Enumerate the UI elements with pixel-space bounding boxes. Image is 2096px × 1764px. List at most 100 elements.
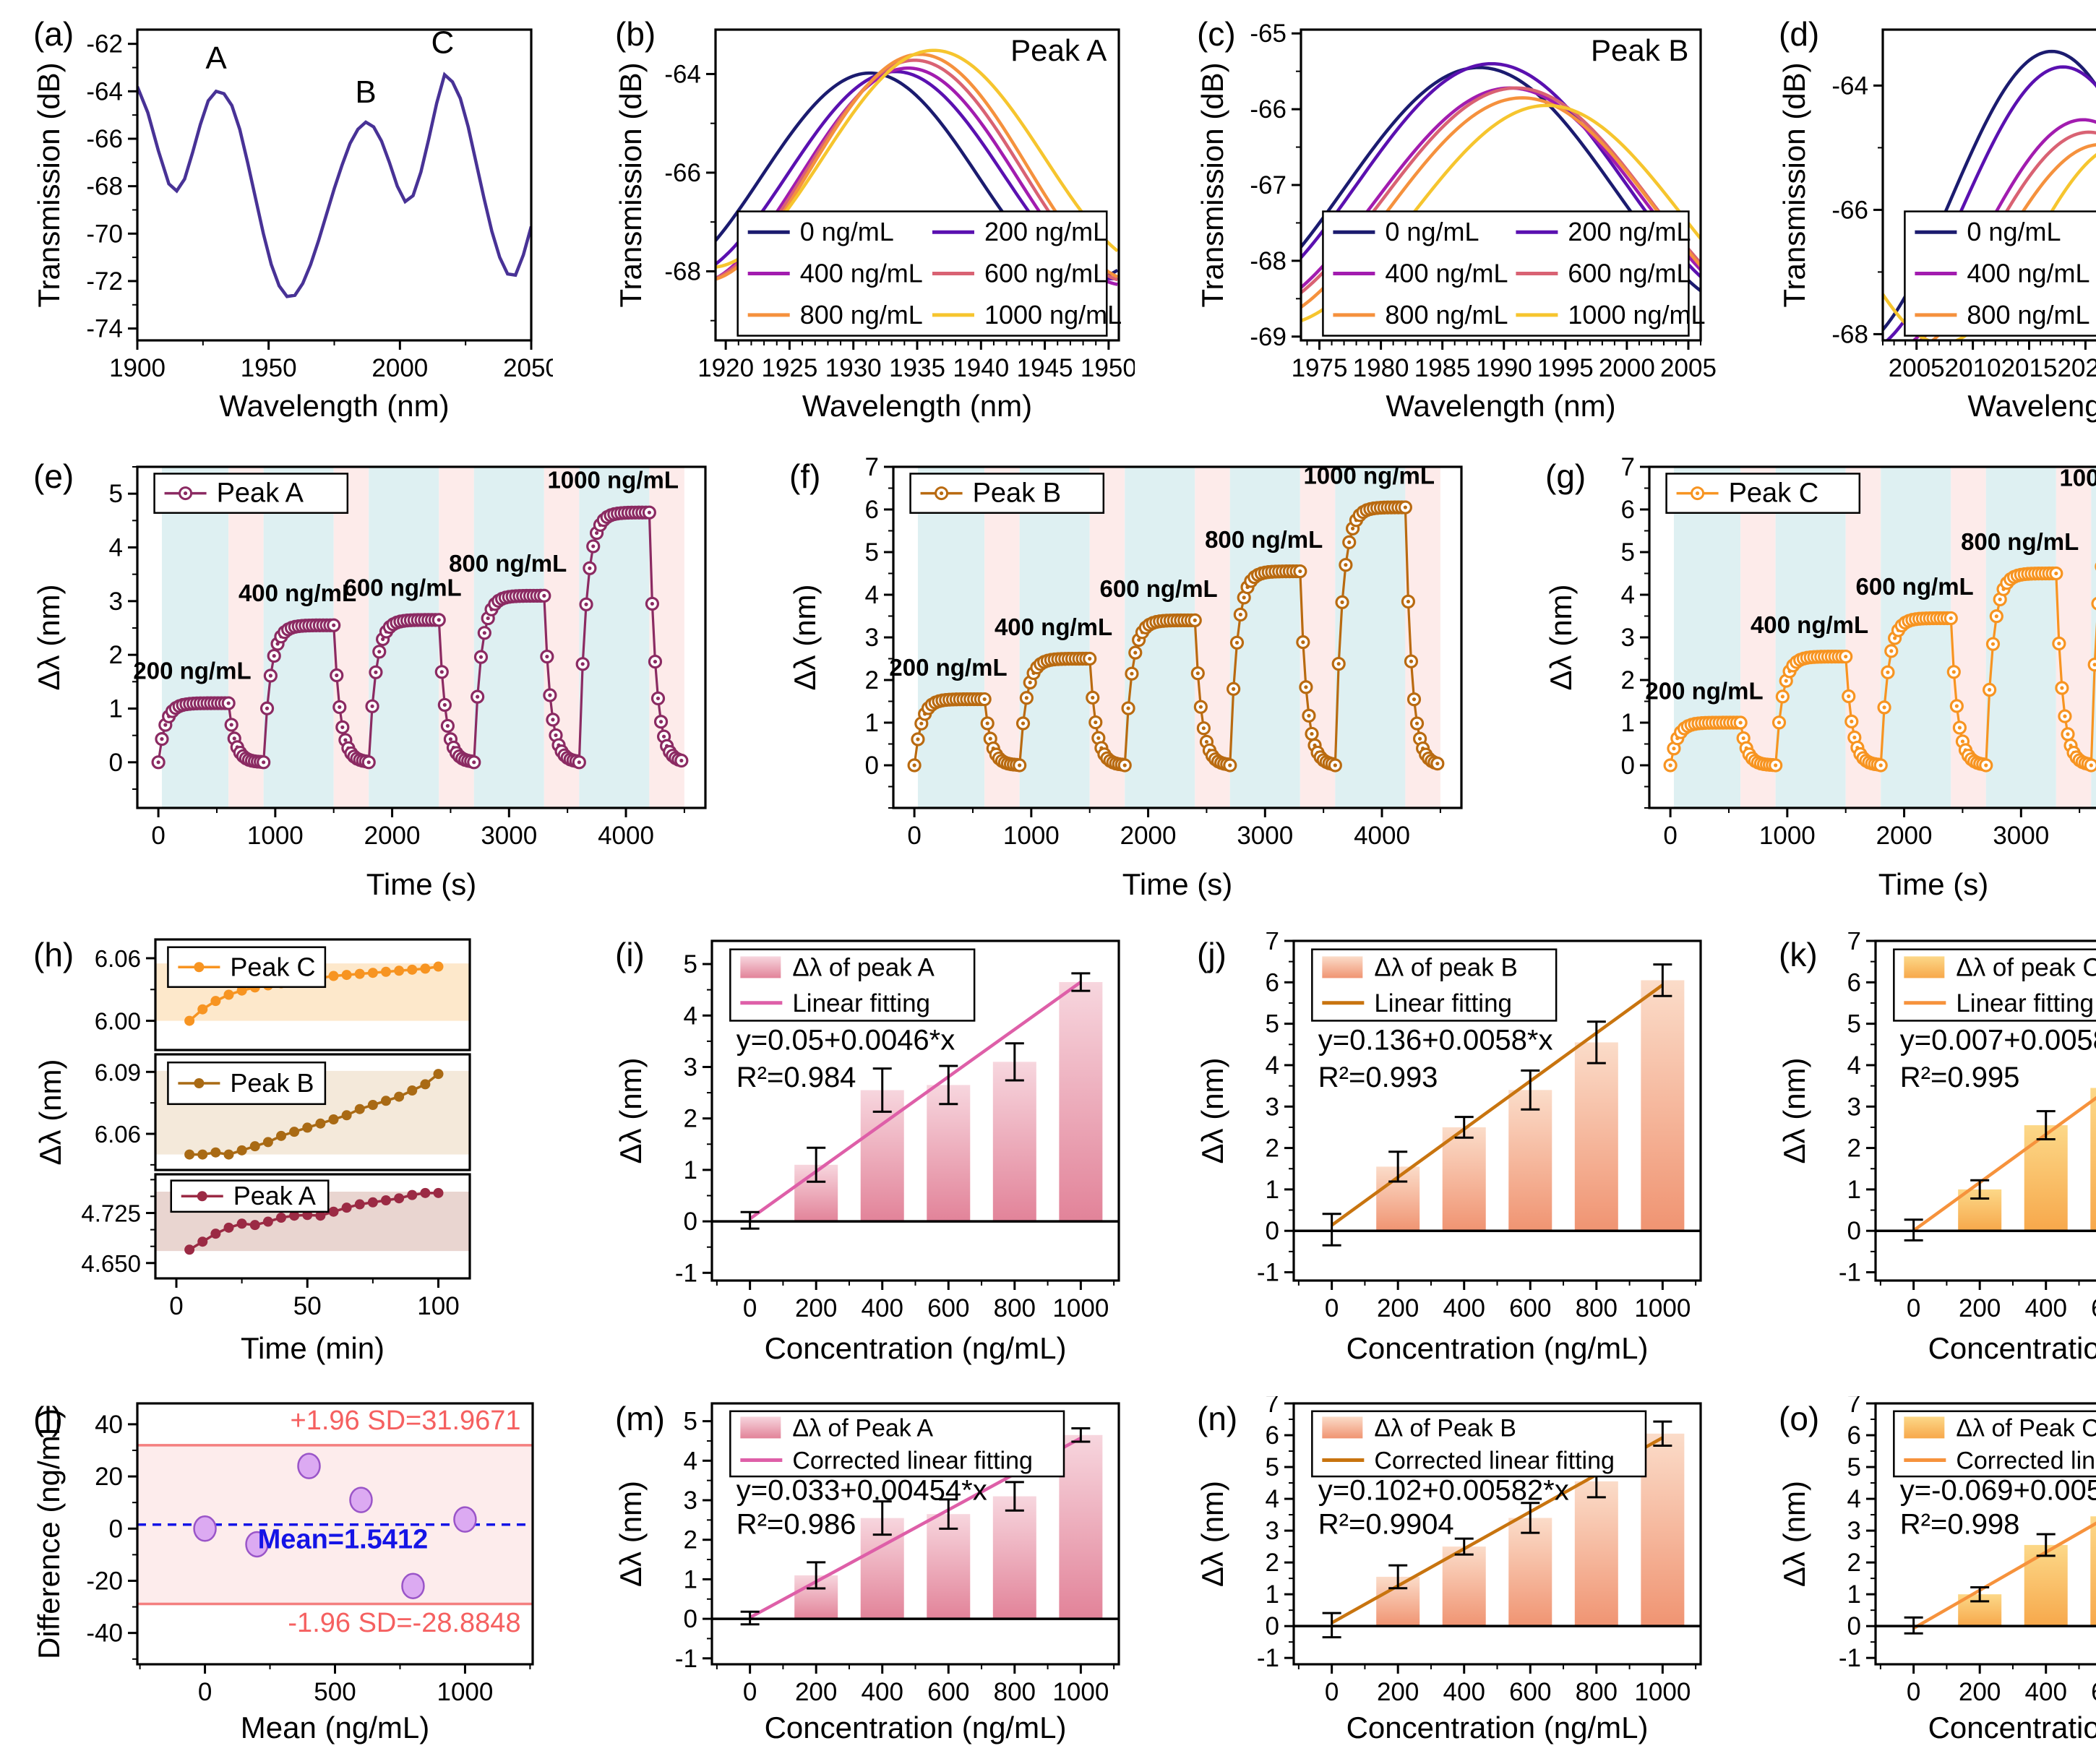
svg-text:-68: -68 [664,257,701,285]
svg-text:Peak A: Peak A [233,1181,316,1210]
svg-text:0: 0 [743,1678,757,1706]
panel-letter-n: (n) [1197,1399,1237,1438]
svg-text:4: 4 [109,533,123,562]
svg-text:6: 6 [1847,1421,1861,1450]
svg-text:6.06: 6.06 [95,1121,141,1148]
svg-text:Concentration (ng/mL): Concentration (ng/mL) [1346,1711,1649,1744]
svg-text:Time (s): Time (s) [1122,867,1232,901]
svg-text:-1: -1 [1839,1259,1861,1287]
svg-text:800 ng/mL: 800 ng/mL [1385,300,1508,330]
svg-text:800: 800 [1576,1294,1618,1322]
svg-text:-68: -68 [1250,247,1287,275]
svg-text:5: 5 [109,480,123,508]
svg-text:-20: -20 [86,1567,123,1595]
svg-text:7: 7 [1266,1396,1279,1418]
svg-text:0: 0 [151,822,165,850]
svg-text:800 ng/mL: 800 ng/mL [1961,528,2079,555]
svg-text:Concentration (ng/mL): Concentration (ng/mL) [1346,1331,1649,1365]
svg-text:4: 4 [1847,1485,1861,1513]
svg-text:1000 ng/mL: 1000 ng/mL [984,300,1122,330]
svg-text:-1: -1 [675,1645,697,1673]
svg-text:2010: 2010 [1945,354,2001,382]
svg-text:-68: -68 [1831,320,1868,348]
svg-text:-1: -1 [675,1259,697,1287]
svg-text:400: 400 [862,1678,903,1706]
svg-text:Peak C: Peak C [230,952,315,981]
svg-text:2: 2 [865,666,879,694]
svg-text:Wavelength (nm): Wavelength (nm) [1386,389,1615,423]
svg-text:1000: 1000 [437,1678,493,1706]
svg-text:y=0.033+0.00454*x: y=0.033+0.00454*x [736,1475,987,1507]
svg-text:3: 3 [1621,624,1635,652]
svg-text:1920: 1920 [697,354,754,382]
svg-text:3: 3 [109,588,123,616]
svg-text:1980: 1980 [1353,354,1409,382]
svg-text:400: 400 [2025,1678,2067,1706]
panel-letter-f: (f) [789,457,820,496]
svg-text:1000: 1000 [1003,822,1060,850]
svg-text:5: 5 [1266,1010,1279,1038]
svg-text:0: 0 [1847,1217,1861,1245]
svg-text:2000: 2000 [364,822,421,850]
svg-text:Linear fitting: Linear fitting [1956,989,2094,1017]
svg-text:-66: -66 [1250,95,1287,124]
svg-text:3: 3 [1266,1093,1279,1121]
svg-text:-1.96 SD=-28.8848: -1.96 SD=-28.8848 [288,1608,520,1638]
svg-text:Concentration (ng/mL): Concentration (ng/mL) [1928,1331,2096,1365]
svg-text:5: 5 [684,950,697,978]
svg-text:2: 2 [1621,666,1635,694]
svg-text:800: 800 [994,1678,1036,1706]
panel-letter-a: (a) [33,14,74,53]
svg-text:0: 0 [1325,1294,1339,1322]
svg-text:-64: -64 [86,77,123,106]
svg-text:0: 0 [1663,822,1677,850]
svg-text:Time (min): Time (min) [241,1331,385,1365]
svg-text:1: 1 [1266,1176,1279,1204]
svg-text:1: 1 [684,1156,697,1184]
svg-text:2: 2 [1266,1549,1279,1577]
svg-text:2: 2 [109,641,123,669]
svg-text:2015: 2015 [2001,354,2058,382]
svg-text:3000: 3000 [1993,822,2049,850]
svg-text:-1: -1 [1257,1644,1279,1672]
svg-text:200 ng/mL: 200 ng/mL [1568,217,1691,246]
svg-text:5: 5 [1266,1453,1279,1481]
svg-text:Wavelength (nm): Wavelength (nm) [802,389,1032,423]
svg-text:0: 0 [907,822,921,850]
svg-text:800 ng/mL: 800 ng/mL [1205,526,1323,553]
svg-text:Transmission (dB): Transmission (dB) [614,62,648,307]
svg-text:7: 7 [1266,932,1279,955]
svg-text:Δλ (nm): Δλ (nm) [614,1481,648,1587]
svg-text:Mean=1.5412: Mean=1.5412 [258,1524,429,1554]
svg-text:-66: -66 [86,125,123,153]
svg-text:-40: -40 [86,1619,123,1648]
svg-text:2: 2 [684,1105,697,1133]
svg-text:4: 4 [865,581,879,609]
svg-text:800: 800 [994,1294,1036,1322]
svg-text:Corrected linear fitting: Corrected linear fitting [792,1447,1033,1475]
svg-text:5: 5 [865,538,879,567]
svg-text:Wavelength (nm): Wavelength (nm) [1967,389,2096,423]
svg-text:600: 600 [927,1678,969,1706]
svg-text:-69: -69 [1250,323,1287,351]
svg-text:2: 2 [1847,1135,1861,1163]
svg-text:Transmission (dB): Transmission (dB) [1195,62,1229,307]
svg-text:600: 600 [2091,1294,2096,1322]
svg-text:5: 5 [684,1408,697,1436]
svg-text:Wavelength (nm): Wavelength (nm) [219,389,449,423]
svg-text:400: 400 [1443,1294,1485,1322]
svg-text:1990: 1990 [1476,354,1532,382]
svg-text:50: 50 [293,1292,322,1320]
